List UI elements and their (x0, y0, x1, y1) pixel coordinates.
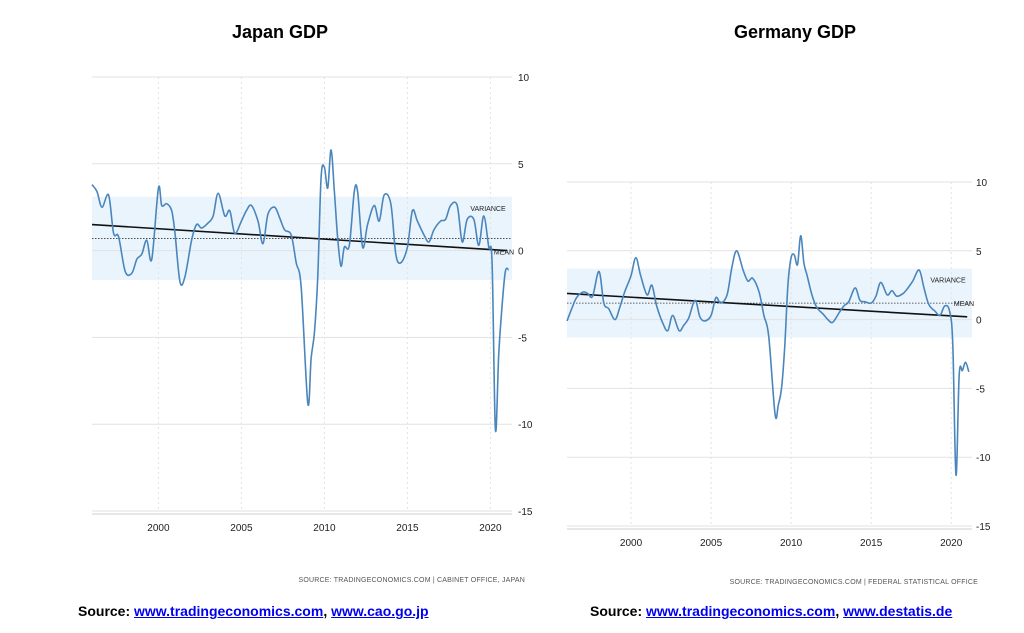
tradingeconomics-link[interactable]: www.tradingeconomics.com (646, 603, 836, 619)
x-tick-label: 2000 (147, 523, 170, 534)
mean-label: MEAN (494, 249, 514, 256)
trend-line (91, 223, 508, 252)
x-tick-label: 2000 (620, 538, 643, 549)
link-separator: , (323, 603, 332, 619)
y-tick-label: 10 (518, 73, 530, 84)
y-tick-label: 5 (518, 160, 524, 171)
y-tick-label: 0 (518, 247, 524, 258)
germany-source-note: SOURCE: TRADINGECONOMICS.COM | FEDERAL S… (730, 579, 979, 586)
x-tick-label: 2020 (940, 538, 963, 549)
y-tick-label: -5 (976, 384, 985, 395)
x-tick-label: 2015 (396, 523, 419, 534)
link-separator: , (835, 603, 844, 619)
variance-label: VARIANCE (930, 278, 966, 285)
germany-chart-title: Germany GDP (733, 22, 857, 42)
x-tick-label: 2005 (700, 538, 723, 549)
germany-gdp-chart: 10 5 0 -5 -10 -15 2000 2005 2010 2015 2020 VARIANCE… (566, 178, 991, 586)
gdp-series-line (566, 234, 970, 476)
y-tick-label: 10 (976, 178, 988, 189)
japan-source-caption: Source: www.tradingeconomics.com, www.ca… (78, 603, 429, 619)
x-tick-label: 2005 (230, 523, 253, 534)
japan-gdp-chart: 10 5 0 -5 -10 -15 2000 2005 2010 2015 2020 VARIANCE… (91, 73, 533, 584)
cao-link[interactable]: www.cao.go.jp (331, 603, 429, 619)
source-prefix: Source: (78, 603, 135, 619)
japan-chart-title: Japan GDP (231, 22, 329, 42)
germany-source-caption: Source: www.tradingeconomics.com, www.de… (590, 603, 952, 619)
mean-label: MEAN (954, 301, 974, 308)
variance-label: VARIANCE (470, 206, 506, 213)
x-tick-label: 2015 (860, 538, 883, 549)
gdp-series-line (91, 149, 510, 433)
y-tick-label: 0 (976, 316, 982, 327)
x-tick-label: 2010 (780, 538, 803, 549)
y-tick-label: -10 (518, 420, 533, 431)
x-tick-label: 2010 (313, 523, 336, 534)
y-tick-label: 5 (976, 247, 982, 258)
source-prefix: Source: (590, 603, 647, 619)
tradingeconomics-link[interactable]: www.tradingeconomics.com (134, 603, 324, 619)
x-tick-label: 2020 (479, 523, 502, 534)
y-tick-label: -15 (518, 507, 533, 518)
japan-source-note: SOURCE: TRADINGECONOMICS.COM | CABINET O… (298, 577, 525, 584)
trend-line (566, 292, 968, 318)
y-tick-label: -5 (518, 333, 527, 344)
y-tick-label: -10 (976, 453, 991, 464)
destatis-link[interactable]: www.destatis.de (843, 603, 953, 619)
y-tick-label: -15 (976, 522, 991, 533)
